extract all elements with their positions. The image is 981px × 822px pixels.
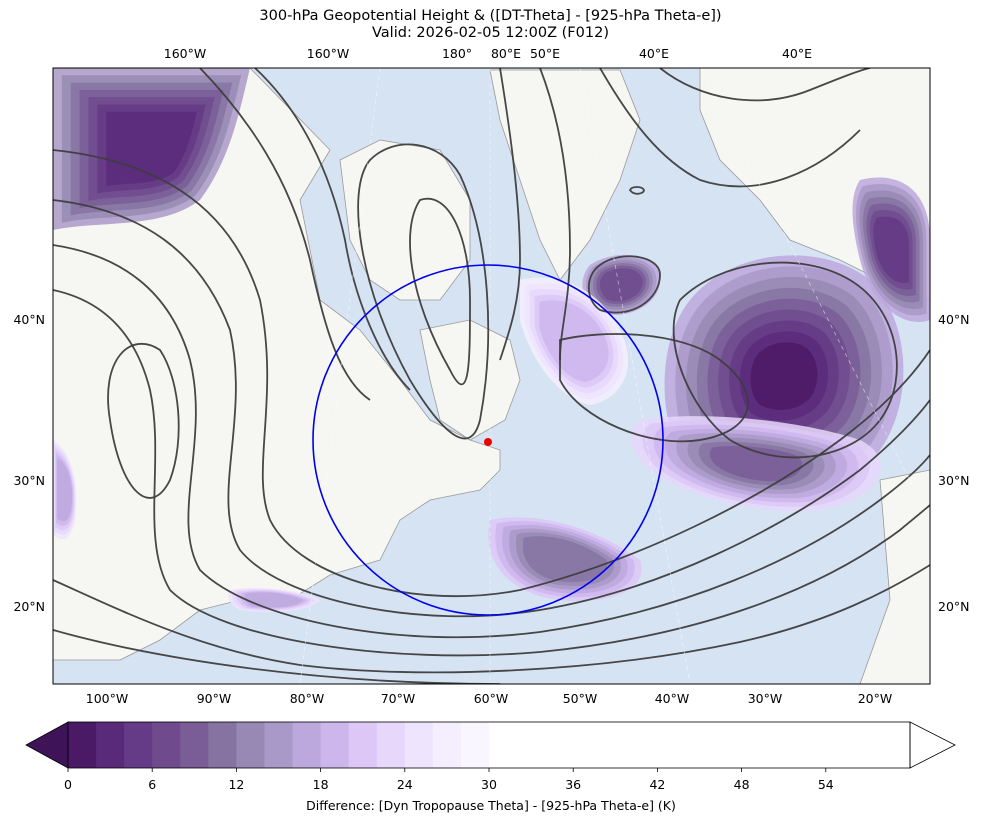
top-lon-label: 160°W: [164, 46, 206, 61]
colorbar-label: Difference: [Dyn Tropopause Theta] - [92…: [306, 798, 676, 813]
focus-circle: [312, 264, 664, 616]
colorbar-over-extend: [909, 721, 956, 769]
bottom-lon-label: 100°W: [86, 691, 128, 706]
difference-fill-level: [709, 445, 803, 482]
colorbar-segment: [208, 722, 237, 768]
colorbar-tick-label: 42: [649, 777, 665, 792]
height-contour: [559, 333, 749, 443]
map-panel: [53, 68, 930, 684]
colorbar-tick-label: 30: [481, 777, 497, 792]
colorbar-segment: [489, 722, 911, 768]
height-contour: [53, 244, 930, 639]
height-contour: [53, 629, 501, 684]
top-lon-label: 50°E: [530, 46, 560, 61]
colorbar-segment: [432, 722, 462, 768]
bottom-longitude-labels: 100°W 90°W 80°W 70°W 60°W 50°W 40°W 30°W 20°W: [86, 691, 892, 706]
height-contour: [357, 143, 490, 440]
height-contour: [587, 255, 661, 314]
colorbar-tick-label: 18: [313, 777, 329, 792]
height-contour: [53, 149, 930, 598]
height-contour: [53, 289, 930, 657]
left-lat-label: 30°N: [13, 473, 45, 488]
colorbar-segment: [96, 722, 125, 768]
colorbar: 0 6 12 18 24 30 36 42 48 54: [25, 721, 956, 792]
colorbar-tick-label: 48: [734, 777, 750, 792]
bottom-lon-label: 20°W: [858, 691, 893, 706]
difference-fill-level: [599, 268, 643, 302]
colorbar-segment: [180, 722, 209, 768]
height-contour: [53, 199, 930, 618]
difference-fill-level: [57, 457, 73, 522]
height-contour: [53, 564, 930, 674]
colorbar-segment: [236, 722, 265, 768]
graticule: [299, 68, 930, 684]
height-contour: [539, 68, 571, 361]
right-lat-label: 30°N: [938, 473, 970, 488]
height-contour: [659, 68, 871, 102]
colorbar-segment: [376, 722, 406, 768]
bottom-lon-label: 40°W: [655, 691, 690, 706]
top-lon-label: 160°W: [307, 46, 349, 61]
height-contour: [199, 68, 371, 401]
height-contours: [53, 68, 930, 684]
colorbar-tick-label: 54: [818, 777, 834, 792]
bottom-lon-label: 90°W: [197, 691, 232, 706]
bottom-lon-label: 60°W: [474, 691, 509, 706]
colorbar-segment: [460, 722, 490, 768]
difference-fill-regions: [53, 68, 930, 612]
colorbar-tick-label: 0: [64, 777, 72, 792]
difference-fill-level: [244, 592, 304, 608]
colorbar-segment: [292, 722, 322, 768]
map-frame: [52, 67, 931, 685]
top-lon-label: 180°: [442, 46, 472, 61]
difference-fill-level: [539, 300, 609, 383]
height-contour: [599, 68, 861, 188]
colorbar-segment: [124, 722, 153, 768]
colorbar-under-extend: [25, 721, 69, 769]
height-contour: [628, 186, 645, 195]
chart-valid-time: Valid: 2026-02-05 12:00Z (F012): [372, 25, 609, 41]
right-lat-label: 20°N: [938, 599, 970, 614]
height-contour: [499, 68, 521, 361]
right-lat-label: 40°N: [938, 312, 970, 327]
colorbar-tick-label: 24: [397, 777, 413, 792]
top-longitude-labels: 160°W 160°W 180° 80°E 50°E 40°E 40°E: [164, 46, 812, 61]
left-lat-label: 20°N: [13, 599, 45, 614]
africa-land: [859, 469, 930, 684]
height-contour: [672, 261, 898, 459]
colorbar-segment: [404, 722, 434, 768]
colorbar-segment: [320, 722, 350, 768]
top-lon-label: 40°E: [639, 46, 669, 61]
left-latitude-labels: 40°N 30°N 20°N: [13, 312, 45, 614]
right-latitude-labels: 40°N 30°N 20°N: [938, 312, 970, 614]
colorbar-segment: [68, 722, 97, 768]
height-contour: [107, 343, 180, 499]
colorbar-segment: [348, 722, 378, 768]
bottom-lon-label: 80°W: [290, 691, 325, 706]
graticule-line: [579, 68, 691, 684]
colorbar-tick-label: 6: [148, 777, 156, 792]
difference-fill-level: [750, 342, 818, 410]
colorbar-tick-label: 12: [228, 777, 244, 792]
colorbar-segment: [264, 722, 294, 768]
difference-fill-level: [106, 111, 197, 187]
top-lon-label: 80°E: [491, 46, 521, 61]
height-contour: [409, 197, 471, 386]
top-lon-label: 40°E: [782, 46, 812, 61]
bottom-lon-label: 50°W: [563, 691, 598, 706]
difference-fill-level: [873, 216, 910, 283]
focus-point-marker: [484, 438, 492, 446]
left-lat-label: 40°N: [13, 312, 45, 327]
colorbar-tick-label: 36: [565, 777, 581, 792]
height-contour: [254, 68, 411, 391]
hudson-east-land: [419, 319, 521, 441]
bottom-lon-label: 30°W: [748, 691, 783, 706]
bottom-lon-label: 70°W: [381, 691, 416, 706]
chart-title: 300-hPa Geopotential Height & ([DT-Theta…: [259, 8, 722, 24]
colorbar-segment: [152, 722, 181, 768]
